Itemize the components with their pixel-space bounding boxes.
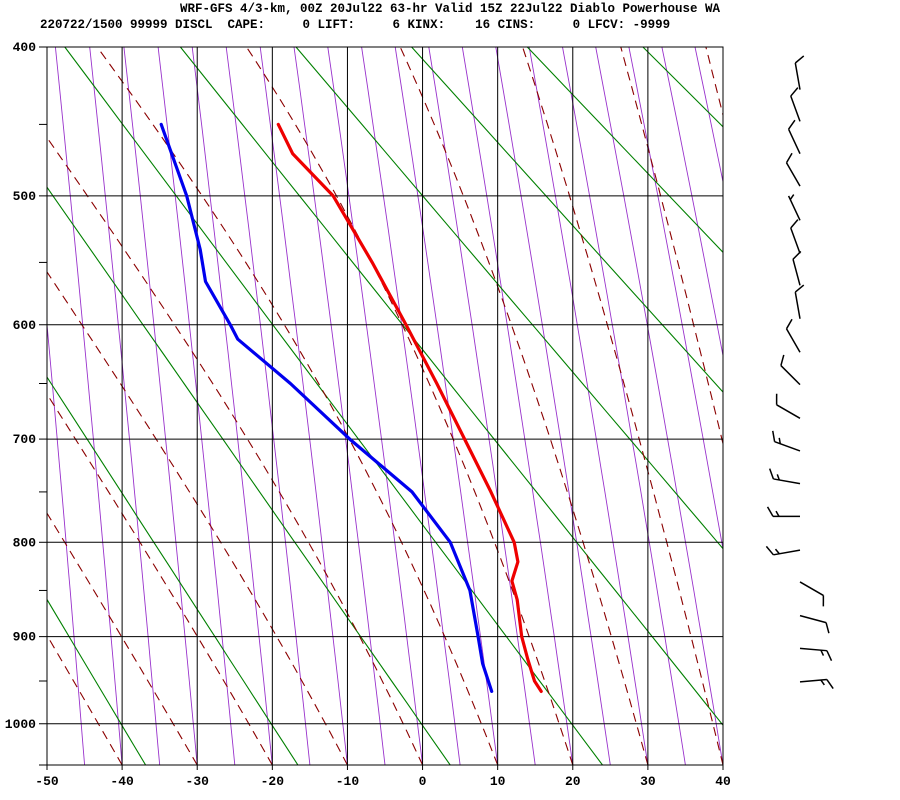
wind-barb bbox=[799, 678, 834, 689]
temperature-tick-label: 30 bbox=[640, 774, 656, 789]
wind-barb bbox=[799, 581, 825, 607]
temperature-tick-label: 40 bbox=[715, 774, 731, 789]
grid-lines bbox=[46, 46, 724, 766]
pressure-tick-label: 900 bbox=[13, 630, 37, 645]
temperature-tick-label: 10 bbox=[490, 774, 506, 789]
temperature-tick-label: -50 bbox=[35, 774, 59, 789]
pressure-tick-label: 800 bbox=[13, 535, 37, 550]
chart-title: WRF-GFS 4/3-km, 00Z 20Jul22 63-hr Valid … bbox=[179, 2, 721, 16]
pressure-tick-label: 600 bbox=[13, 318, 37, 333]
temperature-tick-label: -10 bbox=[336, 774, 360, 789]
pressure-tick-label: 1000 bbox=[5, 717, 36, 732]
wind-barb bbox=[787, 194, 801, 221]
wind-barb bbox=[799, 647, 833, 661]
wind-barb bbox=[766, 506, 800, 518]
pressure-tick-label: 400 bbox=[13, 40, 37, 55]
moist-adiabat-lines bbox=[47, 47, 723, 765]
wind-barb bbox=[794, 284, 805, 319]
wind-barb bbox=[772, 430, 801, 452]
wind-barb bbox=[775, 393, 801, 419]
temperature-tick-label: -40 bbox=[110, 774, 134, 789]
mixing-ratio-lines bbox=[47, 47, 723, 765]
dewpoint-curve bbox=[159, 122, 494, 694]
wind-barb bbox=[780, 354, 801, 386]
wind-barb bbox=[799, 614, 830, 634]
wind-barb bbox=[768, 468, 801, 485]
temperature-tick-label: -30 bbox=[186, 774, 210, 789]
pressure-tick-label: 500 bbox=[13, 189, 37, 204]
wind-barb bbox=[790, 219, 801, 254]
pressure-tick-label: 700 bbox=[13, 432, 37, 447]
wind-barb bbox=[785, 152, 801, 187]
sounding-indices-line: 220722/1500 99999 DISCL CAPE: 0 LIFT: 6 … bbox=[40, 18, 671, 32]
dry-adiabat-lines bbox=[47, 47, 723, 765]
wind-barb bbox=[794, 55, 805, 90]
wind-barbs bbox=[765, 55, 834, 689]
wind-barb bbox=[787, 119, 801, 154]
wind-barb bbox=[790, 87, 801, 122]
background-lines bbox=[47, 47, 723, 765]
temperature-curve bbox=[276, 122, 543, 694]
temperature-tick-label: 20 bbox=[565, 774, 581, 789]
wind-barb bbox=[765, 545, 801, 556]
wind-barb bbox=[792, 250, 802, 286]
temperature-tick-label: -20 bbox=[261, 774, 285, 789]
temperature-tick-label: 0 bbox=[419, 774, 427, 789]
axis-labels: 400 500 600 700 800 900 1000 -50 -40 -30 -20 -10 0 10… bbox=[5, 40, 731, 789]
wind-barb bbox=[785, 318, 801, 353]
